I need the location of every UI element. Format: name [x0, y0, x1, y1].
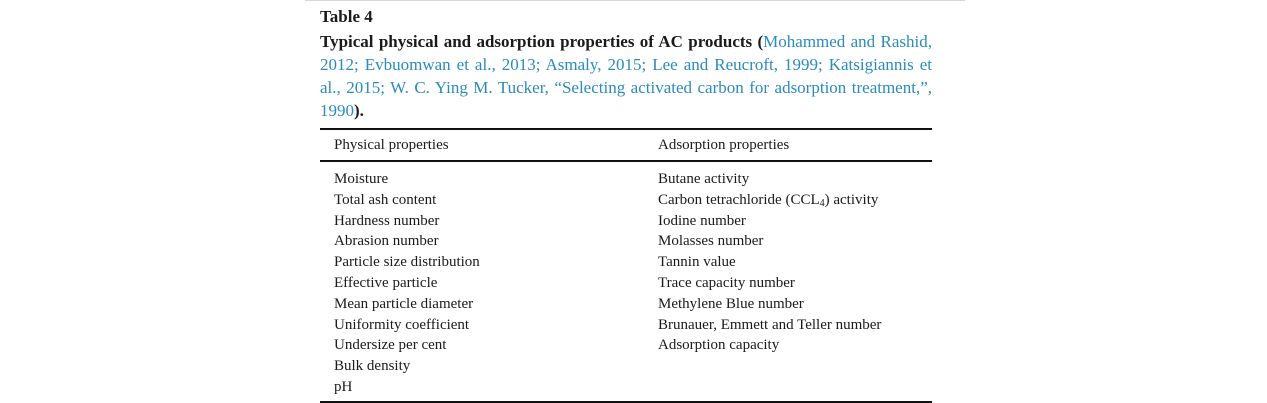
adsorption-text: ) activity [824, 191, 879, 208]
table-row: Moisture Butane activity [320, 161, 932, 190]
column-header-physical: Physical properties [320, 128, 644, 162]
physical-cell: Moisture [334, 171, 389, 187]
table-row: Total ash content Carbon tetrachloride (… [320, 190, 932, 211]
subscript: 4 [819, 197, 825, 209]
adsorption-cell: Methylene Blue number [658, 295, 804, 312]
top-divider [305, 0, 965, 1]
physical-cell: pH [334, 378, 353, 395]
table-caption: Typical physical and adsorption properti… [320, 30, 932, 122]
physical-cell: Abrasion number [334, 233, 439, 250]
physical-cell: Mean particle diameter [334, 295, 474, 312]
table-row: pH [320, 377, 932, 400]
physical-cell: Particle size distribution [334, 254, 480, 271]
physical-cell: Undersize per cent [334, 337, 447, 354]
caption-references-link[interactable]: Mohammed and Rashid, 2012; Evbuomwan et … [320, 32, 932, 120]
adsorption-cell: Carbon tetrachloride (CCL4) activity [644, 190, 932, 211]
physical-cell: Uniformity coefficient [334, 316, 470, 333]
adsorption-cell: Adsorption capacity [658, 337, 780, 354]
caption-lead: Typical physical and adsorption properti… [320, 32, 764, 51]
adsorption-cell: Tannin value [658, 254, 736, 271]
table-label: Table 4 [320, 7, 373, 26]
adsorption-cell [644, 377, 932, 400]
bottom-rule [320, 400, 932, 403]
table-row: Uniformity coefficient Brunauer, Emmett … [320, 315, 932, 336]
adsorption-cell: Iodine number [658, 212, 746, 229]
table-row: Effective particle Trace capacity number [320, 273, 932, 294]
adsorption-cell: Molasses number [658, 233, 764, 250]
table-row: Abrasion number Molasses number [320, 231, 932, 252]
adsorption-cell [644, 356, 932, 377]
physical-cell: Total ash content [334, 191, 437, 208]
table-row: Particle size distribution Tannin value [320, 252, 932, 273]
adsorption-cell: Trace capacity number [658, 274, 795, 291]
table-figure: Table 4 Typical physical and adsorption … [320, 6, 932, 403]
header-row: Physical properties Adsorption propertie… [320, 128, 932, 162]
adsorption-cell: Brunauer, Emmett and Teller number [658, 316, 882, 333]
column-header-adsorption: Adsorption properties [644, 128, 932, 162]
adsorption-text: Carbon tetrachloride (CCL [658, 191, 820, 208]
table-row: Hardness number Iodine number [320, 211, 932, 232]
physical-cell: Bulk density [334, 358, 411, 375]
caption-tail: ). [354, 101, 364, 120]
table-row: Undersize per cent Adsorption capacity [320, 335, 932, 356]
table-row: Mean particle diameter Methylene Blue nu… [320, 294, 932, 315]
physical-cell: Effective particle [334, 274, 438, 291]
properties-table: Physical properties Adsorption propertie… [320, 128, 932, 400]
adsorption-cell: Butane activity [658, 171, 750, 187]
physical-cell: Hardness number [334, 212, 440, 229]
table-row: Bulk density [320, 356, 932, 377]
